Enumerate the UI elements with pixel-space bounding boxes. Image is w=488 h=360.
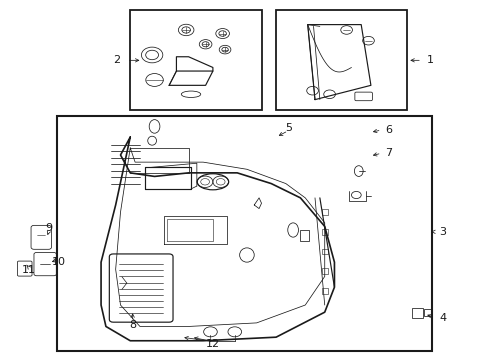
Text: 12: 12	[205, 339, 220, 349]
Text: 4: 4	[438, 312, 445, 323]
Bar	[322, 268, 327, 274]
Text: 8: 8	[129, 320, 136, 330]
Text: 2: 2	[113, 55, 120, 65]
Bar	[300, 230, 308, 241]
Bar	[411, 307, 422, 318]
Text: 10: 10	[52, 257, 65, 267]
Bar	[322, 229, 327, 235]
Text: 3: 3	[438, 227, 445, 237]
Text: 11: 11	[21, 265, 36, 275]
Bar	[276, 10, 407, 111]
Text: 6: 6	[385, 125, 392, 135]
Bar	[322, 249, 327, 254]
Bar	[322, 209, 327, 215]
Bar	[57, 116, 431, 351]
Bar	[424, 309, 431, 316]
Text: 1: 1	[426, 55, 433, 65]
Bar	[130, 10, 261, 111]
Bar	[322, 288, 327, 294]
Text: 5: 5	[284, 123, 291, 133]
Text: 7: 7	[385, 148, 392, 158]
Text: 9: 9	[45, 223, 53, 233]
